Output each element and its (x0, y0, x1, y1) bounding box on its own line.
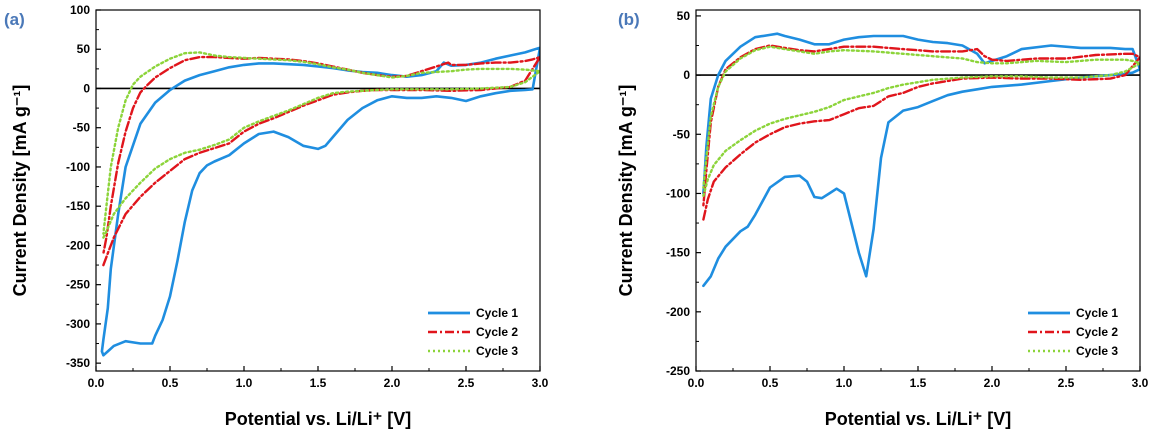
y-axis-title: Current Density [mA g⁻¹] (10, 85, 30, 297)
series-line-cycle-2 (702, 44, 1140, 221)
y-tick-label: -250 (66, 278, 90, 292)
x-tick-label: 2.5 (458, 376, 475, 390)
y-tick-label: 0 (83, 81, 90, 95)
legend-label-cycle-1: Cycle 1 (1076, 306, 1118, 320)
series-line-cycle-2 (102, 55, 540, 267)
x-tick-label: 0.0 (88, 376, 105, 390)
x-tick-label: 0.5 (762, 376, 779, 390)
x-axis-title: Potential vs. Li/Li⁺ [V] (225, 409, 412, 429)
y-tick-label: -150 (66, 199, 90, 213)
y-axis-title: Current Density [mA g⁻¹] (616, 85, 636, 297)
panel-label: (b) (618, 10, 640, 29)
y-tick-label: -350 (66, 356, 90, 370)
series-group (702, 32, 1140, 288)
panel-a: 0.0 0.5 1.0 1.5 2.0 2.5 3.0 -350 -300 -250 -200 -15… (4, 3, 549, 429)
y-tick-label: -300 (66, 317, 90, 331)
x-tick-label: 0.5 (162, 376, 179, 390)
x-tick-label: 2.0 (384, 376, 401, 390)
x-tick-label: 3.0 (532, 376, 549, 390)
plot-frame (695, 9, 1141, 372)
x-tick-label: 1.5 (310, 376, 327, 390)
y-tick-label: 100 (70, 3, 90, 17)
y-tick-label: -100 (666, 186, 690, 200)
legend-label-cycle-3: Cycle 3 (1076, 344, 1118, 358)
series-line-cycle-1 (100, 46, 540, 357)
series-group (100, 46, 540, 357)
x-tick-label: 2.0 (984, 376, 1001, 390)
series-line-cycle-3 (702, 45, 1140, 198)
y-tick-label: -50 (673, 127, 691, 141)
y-tick-label: -100 (66, 160, 90, 174)
y-tick-label: 50 (677, 9, 691, 23)
y-tick-label: 50 (77, 42, 91, 56)
panel-b: 0.0 0.5 1.0 1.5 2.0 2.5 3.0 -250 -200 -150 -100 -50… (616, 9, 1149, 429)
legend-label-cycle-3: Cycle 3 (476, 344, 518, 358)
y-tick-label: -150 (666, 246, 690, 260)
y-tick-label: 0 (683, 68, 690, 82)
series-line-cycle-3 (102, 51, 540, 239)
y-tick-label: -250 (666, 364, 690, 378)
x-tick-label: 3.0 (1132, 376, 1149, 390)
legend-label-cycle-2: Cycle 2 (476, 325, 518, 339)
x-tick-label: 0.0 (688, 376, 705, 390)
panel-label: (a) (4, 10, 25, 29)
x-axis-title: Potential vs. Li/Li⁺ [V] (825, 409, 1012, 429)
x-tick-label: 1.0 (236, 376, 253, 390)
x-tick-label: 1.0 (836, 376, 853, 390)
y-tick-label: -200 (66, 238, 90, 252)
y-tick-label: -50 (73, 121, 91, 135)
legend-label-cycle-2: Cycle 2 (1076, 325, 1118, 339)
x-tick-label: 2.5 (1058, 376, 1075, 390)
x-tick-label: 1.5 (910, 376, 927, 390)
series-line-cycle-1 (702, 32, 1140, 288)
y-tick-label: -200 (666, 305, 690, 319)
legend-label-cycle-1: Cycle 1 (476, 306, 518, 320)
